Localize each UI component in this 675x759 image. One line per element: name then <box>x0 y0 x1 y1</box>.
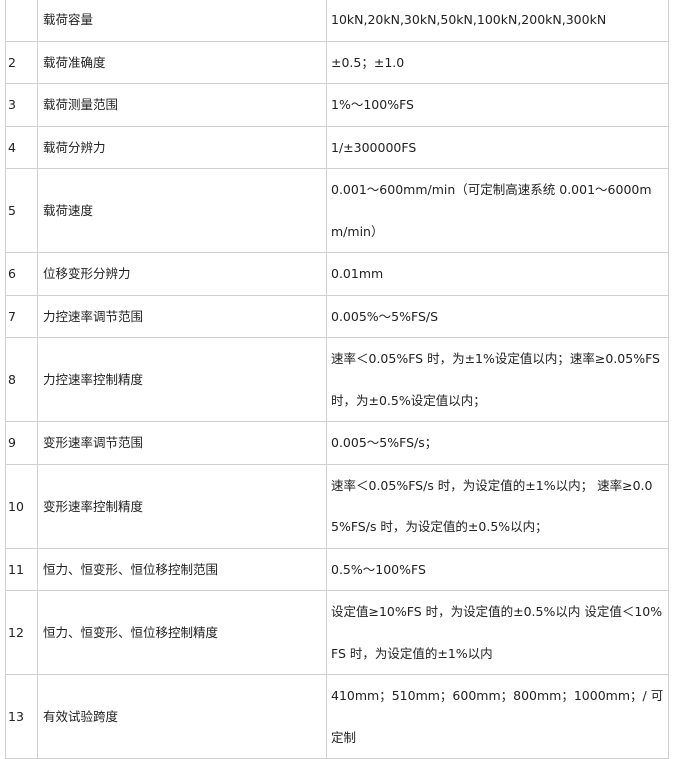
spec-value: 0.005～5%FS/s； <box>326 421 669 465</box>
table-row: 7 力控速率调节范围 0.005%～5%FS/S <box>5 294 669 338</box>
row-number: 8 <box>5 337 38 422</box>
spec-name: 变形速率调节范围 <box>37 421 327 465</box>
row-number: 2 <box>5 40 38 84</box>
spec-name: 位移变形分辨力 <box>37 252 327 296</box>
table-row: 2 载荷准确度 ±0.5；±1.0 <box>5 40 669 84</box>
table-row: 4 载荷分辨力 1/±300000FS <box>5 125 669 169</box>
table-row: 11 恒力、恒变形、恒位移控制范围 0.5%～100%FS <box>5 547 669 591</box>
table-row: 9 变形速率调节范围 0.005～5%FS/s； <box>5 421 669 465</box>
spec-value: 速率＜0.05%FS/s 时，为设定值的±1%以内； 速率≥0.05%FS/s … <box>326 463 669 549</box>
row-number: 12 <box>5 590 38 675</box>
table-row: 3 载荷测量范围 1%～100%FS <box>5 83 669 127</box>
spec-value: 1/±300000FS <box>326 125 669 169</box>
spec-name: 恒力、恒变形、恒位移控制精度 <box>37 590 327 675</box>
spec-table: 载荷容量 10kN,20kN,30kN,50kN,100kN,200kN,300k… <box>5 0 669 759</box>
table-row: 载荷容量 10kN,20kN,30kN,50kN,100kN,200kN,300k… <box>5 0 669 42</box>
spec-value: 10kN,20kN,30kN,50kN,100kN,200kN,300kN <box>326 0 669 42</box>
table-row: 6 位移变形分辨力 0.01mm <box>5 252 669 296</box>
row-number: 7 <box>5 294 38 338</box>
row-number: 3 <box>5 83 38 127</box>
row-number: 13 <box>5 674 38 759</box>
page: {"table": {"rows": [ [null, "载荷容量", "10k… <box>5 0 669 759</box>
spec-name: 载荷测量范围 <box>37 83 327 127</box>
row-number: 11 <box>5 547 38 591</box>
spec-name: 力控速率控制精度 <box>37 337 327 422</box>
spec-value: 0.01mm <box>326 252 669 296</box>
table-row: 12 恒力、恒变形、恒位移控制精度 设定值≥10%FS 时，为设定值的±0.5%以内… <box>5 590 669 675</box>
spec-value: 0.001～600mm/min（可定制高速系统 0.001～6000mm/min… <box>326 168 669 253</box>
spec-value: ±0.5；±1.0 <box>326 40 669 84</box>
table-row: 5 载荷速度 0.001～600mm/min（可定制高速系统 0.001～6000m… <box>5 168 669 253</box>
spec-name: 有效试验跨度 <box>37 674 327 759</box>
table-container: 载荷容量 10kN,20kN,30kN,50kN,100kN,200kN,300k… <box>5 0 669 759</box>
spec-name: 恒力、恒变形、恒位移控制范围 <box>37 547 327 591</box>
spec-value: 0.005%～5%FS/S <box>326 294 669 338</box>
spec-name: 力控速率调节范围 <box>37 294 327 338</box>
row-number: 4 <box>5 125 38 169</box>
spec-value: 410mm；510mm；600mm；800mm；1000mm；/ 可定制 <box>326 674 669 759</box>
spec-value: 1%～100%FS <box>326 83 669 127</box>
table-row: 13 有效试验跨度 410mm；510mm；600mm；800mm；1000mm；/… <box>5 674 669 759</box>
row-number: 6 <box>5 252 38 296</box>
row-number <box>5 0 38 42</box>
row-number: 9 <box>5 421 38 465</box>
table-row: 8 力控速率控制精度 速率＜0.05%FS 时，为±1%设定值以内；速率≥0.05%… <box>5 337 669 422</box>
spec-name: 变形速率控制精度 <box>37 463 327 549</box>
spec-value: 速率＜0.05%FS 时，为±1%设定值以内；速率≥0.05%FS 时，为±0.… <box>326 337 669 422</box>
spec-name: 载荷分辨力 <box>37 125 327 169</box>
spec-name: 载荷容量 <box>37 0 327 42</box>
spec-value: 0.5%～100%FS <box>326 547 669 591</box>
table-row: 10 变形速率控制精度 速率＜0.05%FS/s 时，为设定值的±1%以内； 速率≥… <box>5 463 669 549</box>
row-number: 5 <box>5 168 38 253</box>
spec-name: 载荷速度 <box>37 168 327 253</box>
spec-name: 载荷准确度 <box>37 40 327 84</box>
row-number: 10 <box>5 463 38 549</box>
spec-value: 设定值≥10%FS 时，为设定值的±0.5%以内 设定值＜10%FS 时，为设定… <box>326 590 669 675</box>
